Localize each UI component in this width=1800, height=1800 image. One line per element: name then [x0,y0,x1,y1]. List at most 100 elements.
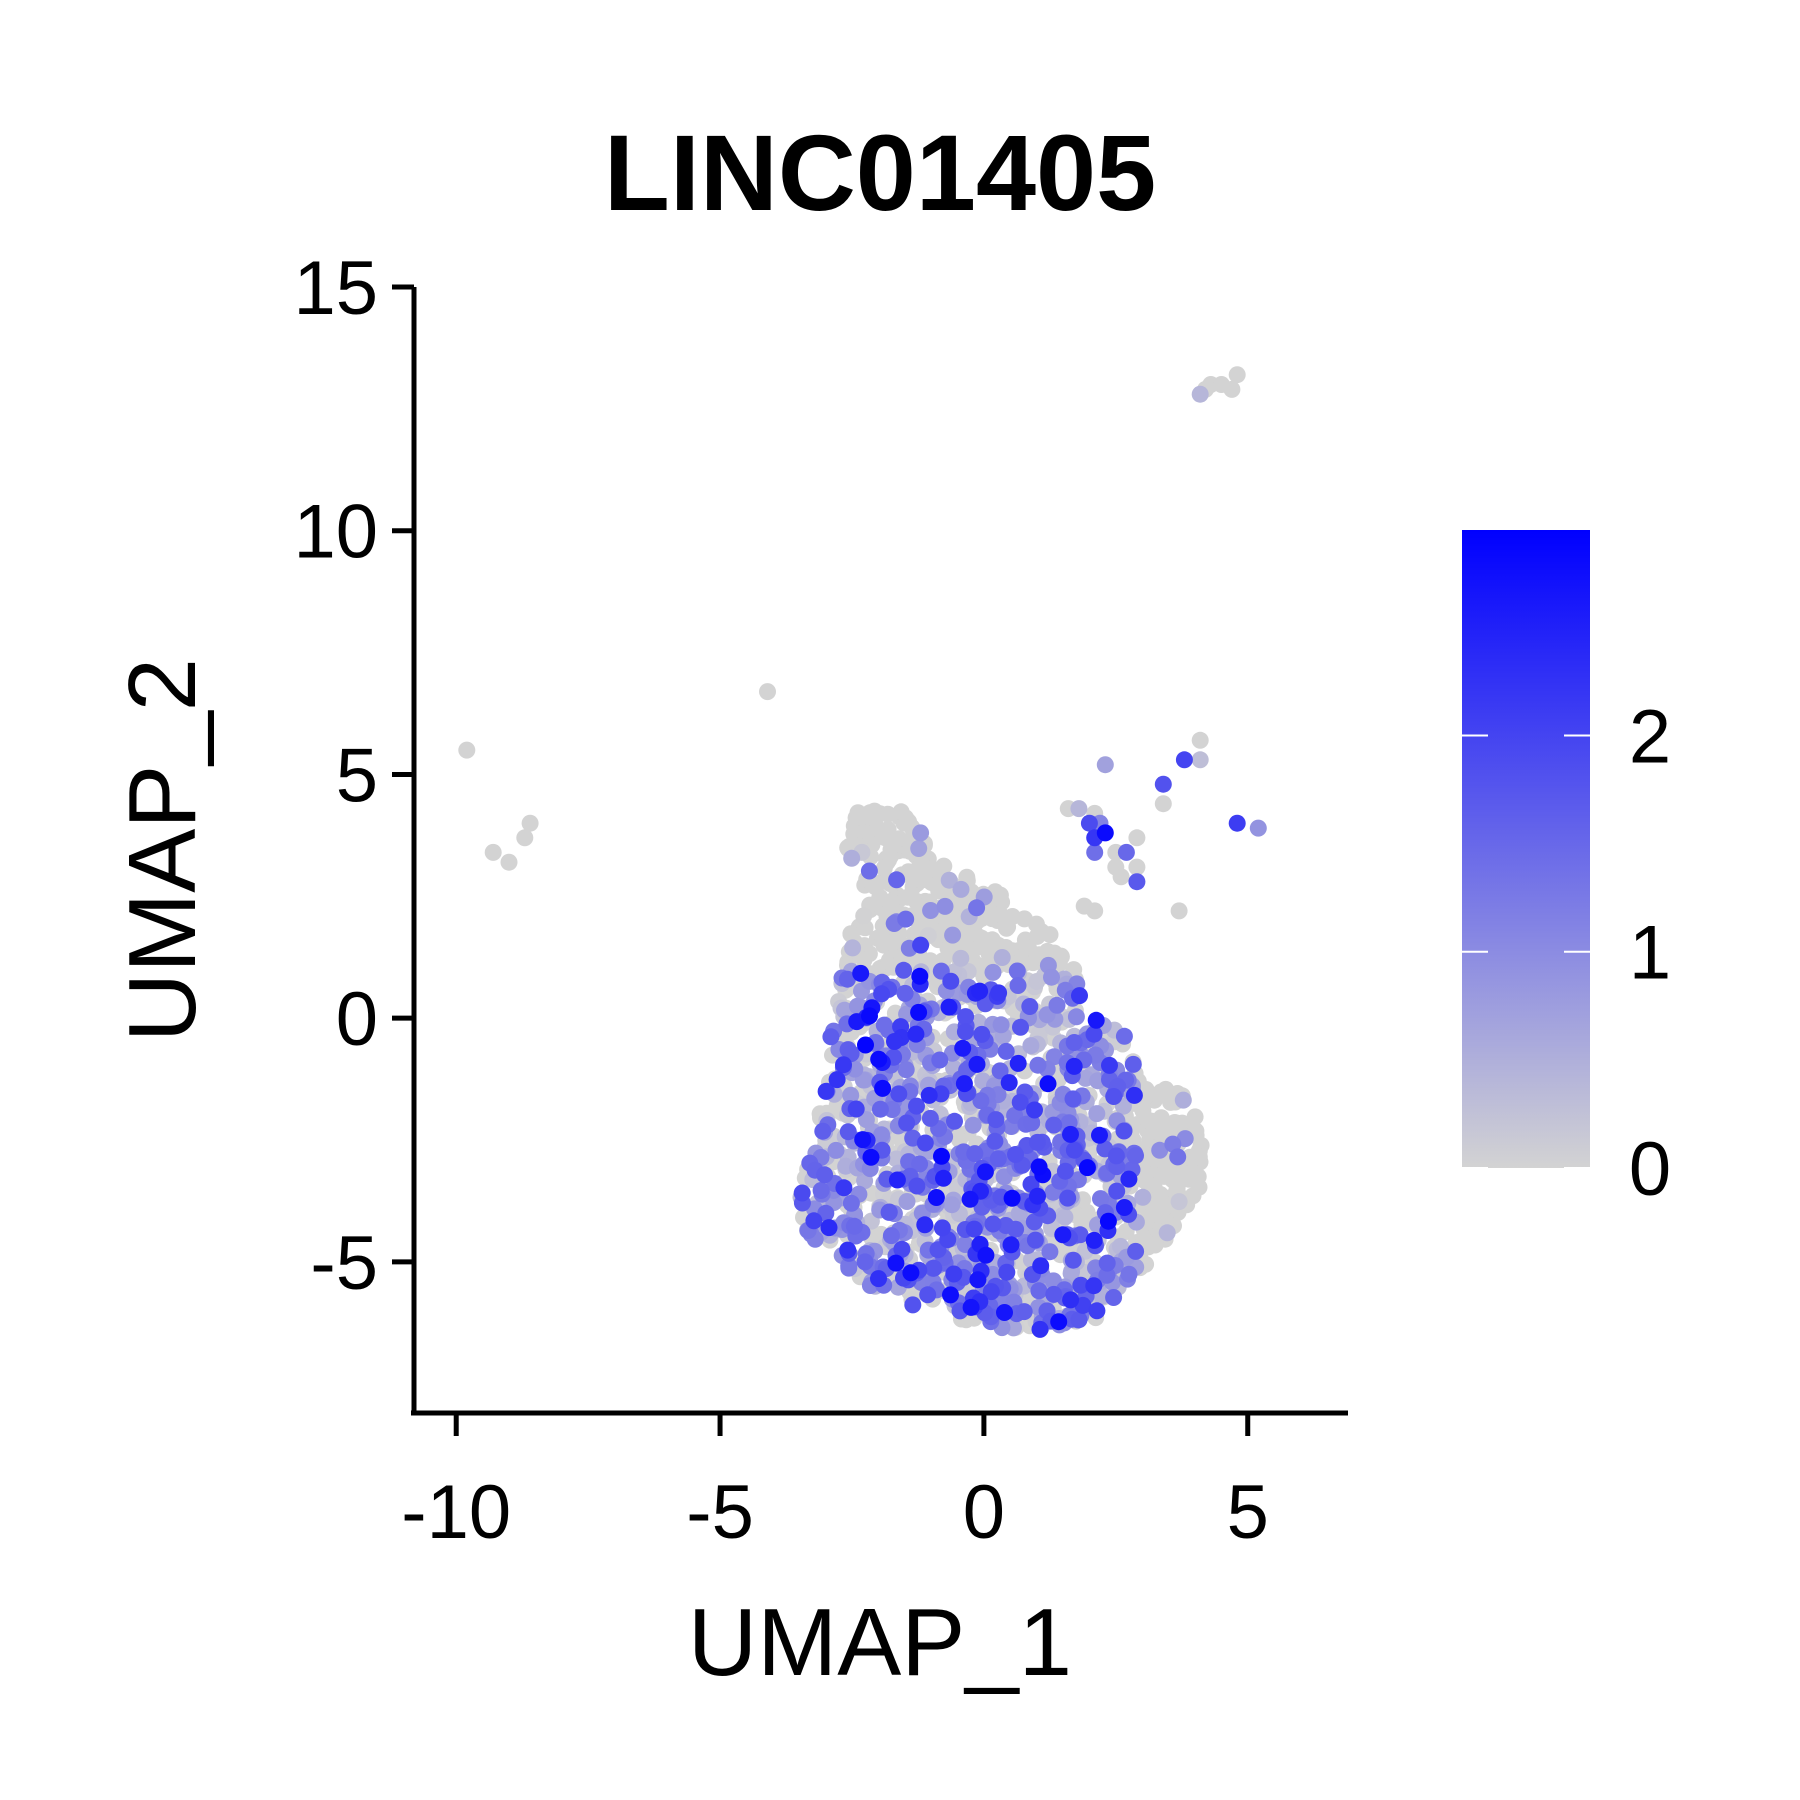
cell-point [992,1016,1010,1034]
cell-point [889,928,907,946]
cell-point [990,984,1008,1002]
cell-point [1080,814,1098,832]
cell-point [1154,795,1172,813]
cell-point [1032,1257,1050,1275]
cell-point [1139,1111,1157,1129]
cell-point [922,902,940,919]
cell-point [965,1220,983,1238]
cell-point [828,1071,846,1089]
cell-point [521,814,539,832]
cell-point [954,894,972,912]
cell-point [1127,1242,1145,1260]
cell-point [871,1100,889,1118]
cell-point [956,1023,974,1041]
cell-point [989,1150,1007,1168]
cell-point [933,1147,950,1165]
points-layer [458,366,1267,1338]
cell-point [1190,1148,1208,1166]
y-tick-label: 5 [336,733,378,818]
cell-point [1152,1109,1170,1127]
cell-point [1050,1313,1068,1331]
cell-point [870,1050,888,1068]
cell-point [1107,1147,1125,1165]
chart-title: LINC01405 [604,112,1156,233]
color-legend-bar [1462,530,1590,1168]
y-tick-label: -5 [310,1221,378,1306]
cell-point [852,964,870,982]
cell-point [1105,1088,1123,1105]
legend-tick-label: 1 [1629,911,1671,996]
cell-point [759,683,776,701]
cell-point [1158,1224,1176,1242]
x-axis-ticks: -10 -5 0 5 [401,1413,1269,1555]
cell-point [1088,1302,1106,1320]
cell-point [1228,814,1246,832]
cell-point [968,1055,986,1073]
cell-point [940,871,958,889]
cell-point [887,1254,905,1272]
cell-point [1022,1037,1040,1055]
cell-point [1085,1277,1103,1295]
cell-point [1071,987,1088,1005]
cell-point [484,843,502,861]
x-tick-label: 0 [963,1470,1005,1555]
cell-point [898,1193,916,1210]
cell-point [842,925,860,943]
cell-point [835,1056,852,1074]
cell-point [1249,819,1267,837]
cell-point [839,1123,857,1141]
cell-point [1012,1018,1029,1036]
cell-point [1105,1289,1123,1306]
cell-point [1191,731,1209,749]
cell-point [905,871,923,889]
cell-point [1056,1208,1074,1226]
cell-point [902,1264,920,1282]
cell-point [1117,843,1135,861]
x-axis-title: UMAP_1 [688,1589,1072,1696]
cell-point [812,1182,830,1199]
cell-point [870,1270,887,1288]
cell-point [961,1190,979,1208]
cell-point [945,1265,963,1283]
cell-point [1092,1190,1109,1208]
cell-point [1028,973,1046,990]
cell-point [890,1085,908,1103]
x-tick-label: -5 [686,1470,754,1555]
cell-point [1045,1285,1063,1303]
cell-point [1098,1254,1116,1272]
cell-point [942,972,960,990]
cell-point [997,1217,1015,1234]
cell-point [1174,1091,1192,1109]
cell-point [912,936,930,954]
cell-point [1186,1108,1204,1126]
cell-point [993,949,1011,966]
cell-point [969,1271,987,1289]
cell-point [893,1240,911,1258]
cell-point [1115,1027,1133,1045]
cell-point [1026,1231,1044,1249]
cell-point [1062,1291,1080,1309]
cell-point [1108,1182,1126,1200]
cell-point [927,1189,945,1206]
cell-point [1154,775,1172,793]
cell-point [1011,1093,1029,1111]
cell-point [1151,1141,1169,1159]
cell-point [1223,380,1241,398]
cell-point [1052,948,1070,966]
cell-point [1085,1025,1103,1043]
y-tick-label: 15 [293,246,378,331]
cell-point [1134,1188,1152,1206]
cell-point [892,803,910,821]
cell-point [1062,1125,1079,1143]
cell-point [1064,1251,1082,1269]
cell-point [1120,1265,1138,1283]
cell-point [820,1219,838,1237]
cell-point [805,1212,823,1230]
cell-point [972,1092,990,1110]
cell-point [875,859,893,877]
cell-point [1041,1243,1059,1261]
cell-point [861,1007,878,1025]
cell-point [849,804,867,822]
cell-point [1030,1282,1048,1300]
cell-point [1124,1055,1142,1073]
